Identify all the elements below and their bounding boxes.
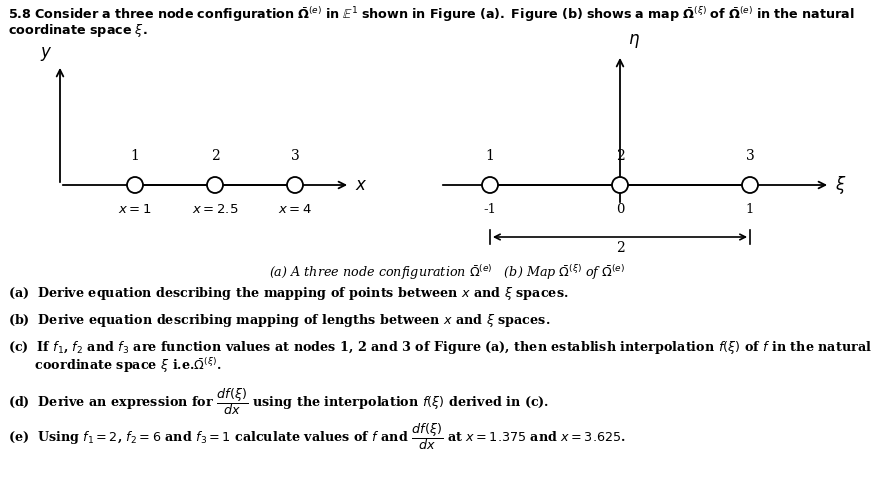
Text: 2: 2 xyxy=(616,241,624,255)
Text: 0: 0 xyxy=(616,203,624,216)
Text: $\xi$: $\xi$ xyxy=(835,174,847,196)
Text: 3: 3 xyxy=(291,149,299,163)
Text: $x$: $x$ xyxy=(355,177,367,194)
Text: (b)  Derive equation describing mapping of lengths between $x$ and $\xi$ spaces.: (b) Derive equation describing mapping o… xyxy=(8,312,551,329)
Text: $\mathbf{coordinate}$ $\mathbf{space}$ $\xi\mathbf{.}$: $\mathbf{coordinate}$ $\mathbf{space}$ $… xyxy=(8,22,148,39)
Circle shape xyxy=(612,177,628,193)
Circle shape xyxy=(127,177,143,193)
Text: $x = 1$: $x = 1$ xyxy=(118,203,152,216)
Text: (a)  Derive equation describing the mapping of points between $x$ and $\xi$ spac: (a) Derive equation describing the mappi… xyxy=(8,285,569,302)
Text: $x = 4$: $x = 4$ xyxy=(278,203,312,216)
Text: 2: 2 xyxy=(616,149,624,163)
Circle shape xyxy=(482,177,498,193)
Text: $x = 2.5$: $x = 2.5$ xyxy=(192,203,238,216)
Text: (c)  If $f_1$, $f_2$ and $f_3$ are function values at nodes 1, 2 and 3 of Figure: (c) If $f_1$, $f_2$ and $f_3$ are functi… xyxy=(8,339,872,356)
Text: (e)  Using $f_1 = 2$, $f_2 = 6$ and $f_3 = 1$ calculate values of $f$ and $\dfra: (e) Using $f_1 = 2$, $f_2 = 6$ and $f_3 … xyxy=(8,421,626,452)
Text: (a) A three node configuration $\bar{\Omega}^{(e)}$   (b) Map $\bar{\Omega}^{(\x: (a) A three node configuration $\bar{\Om… xyxy=(269,263,625,282)
Text: 1: 1 xyxy=(131,149,139,163)
Text: 1: 1 xyxy=(746,203,755,216)
Text: $\eta$: $\eta$ xyxy=(628,32,640,50)
Text: 1: 1 xyxy=(485,149,494,163)
Text: $y$: $y$ xyxy=(39,45,52,63)
Circle shape xyxy=(207,177,223,193)
Text: -1: -1 xyxy=(484,203,496,216)
Text: $\mathbf{5.8}$ $\mathbf{Consider}$ $\mathbf{a}$ $\mathbf{three}$ $\mathbf{node}$: $\mathbf{5.8}$ $\mathbf{Consider}$ $\mat… xyxy=(8,5,855,24)
Circle shape xyxy=(287,177,303,193)
Text: (d)  Derive an expression for $\dfrac{df(\xi)}{dx}$ using the interpolation $f(\: (d) Derive an expression for $\dfrac{df(… xyxy=(8,386,549,417)
Text: coordinate space $\xi$ i.e.$\bar{\Omega}^{(\xi)}$.: coordinate space $\xi$ i.e.$\bar{\Omega}… xyxy=(8,356,222,375)
Text: 3: 3 xyxy=(746,149,755,163)
Text: 2: 2 xyxy=(211,149,219,163)
Circle shape xyxy=(742,177,758,193)
